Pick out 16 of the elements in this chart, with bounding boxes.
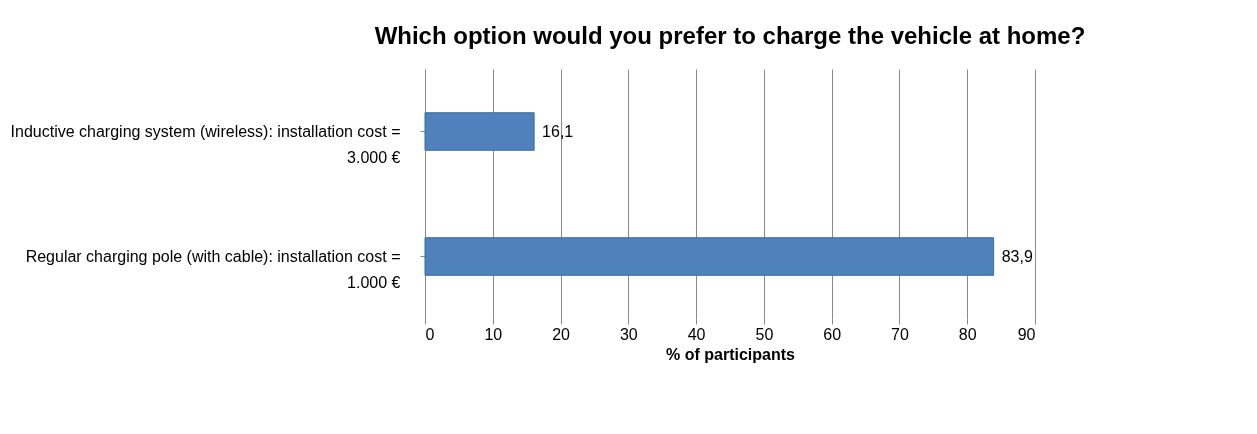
y-tick-label: Regular charging pole (with cable): installation cost = 1.000 € xyxy=(25,247,401,291)
data-label: 83,9 xyxy=(1001,247,1033,265)
x-tick-label: 0 xyxy=(425,325,435,343)
x-tick-label: 60 xyxy=(823,325,842,343)
x-tick-label: 30 xyxy=(619,325,638,343)
y-tick-label: Inductive charging system (wireless): installation cost = 3.000 € xyxy=(10,122,401,166)
x-tick-label: 20 xyxy=(552,325,571,343)
x-tick-label: 50 xyxy=(755,325,774,343)
chart-title: Which option would you prefer to charge the vehicle at home? xyxy=(374,22,1086,49)
data-label: 16,1 xyxy=(542,122,574,140)
x-tick-label: 90 xyxy=(1017,325,1036,343)
x-tick-label: 40 xyxy=(687,325,706,343)
x-tick-label: 70 xyxy=(891,325,909,343)
x-tick-label: 10 xyxy=(484,325,503,343)
x-axis-title: % of participants xyxy=(666,345,796,363)
x-tick-label: 80 xyxy=(958,325,977,343)
